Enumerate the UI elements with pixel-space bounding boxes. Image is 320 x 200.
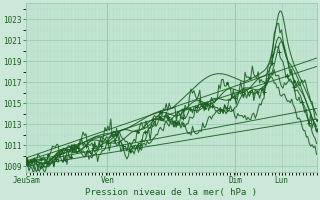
X-axis label: Pression niveau de la mer( hPa ): Pression niveau de la mer( hPa ) <box>85 188 257 197</box>
